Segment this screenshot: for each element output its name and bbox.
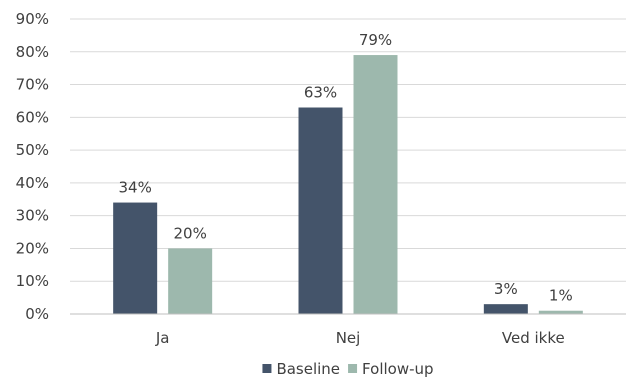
- x-category-label: Nej: [336, 329, 361, 347]
- bars: [113, 55, 583, 315]
- data-label: 3%: [494, 280, 518, 298]
- x-category-label: Ved ikke: [502, 329, 565, 347]
- y-tick-label: 30%: [16, 207, 49, 225]
- y-tick-label: 40%: [16, 174, 49, 192]
- legend-item: Follow-up: [348, 360, 434, 378]
- bar-baseline-ja: [113, 202, 158, 314]
- y-axis-tick-labels: 0% 10% 20% 30% 40% 50% 60% 70% 80% 90%: [16, 10, 49, 323]
- bar-baseline-nej: [298, 107, 343, 314]
- legend-item: Baseline: [262, 360, 340, 378]
- y-tick-label: 0%: [25, 305, 49, 323]
- bar-follow-up-ja: [168, 248, 213, 314]
- legend-swatch: [262, 364, 272, 373]
- data-label: 20%: [173, 224, 206, 242]
- data-label: 1%: [549, 287, 573, 305]
- bar-follow-up-nej: [353, 55, 398, 315]
- legend-label: Follow-up: [362, 360, 434, 378]
- legend-label: Baseline: [276, 360, 340, 378]
- x-category-label: Ja: [155, 329, 170, 347]
- y-tick-label: 60%: [16, 108, 49, 126]
- data-label: 34%: [118, 179, 151, 197]
- y-tick-label: 70%: [16, 76, 49, 94]
- data-label: 63%: [304, 84, 337, 102]
- y-tick-label: 50%: [16, 141, 49, 159]
- gridlines: [70, 18, 626, 282]
- legend: Baseline Follow-up: [262, 360, 434, 378]
- legend-swatch: [348, 364, 358, 373]
- bar-baseline-ved-ikke: [483, 304, 528, 314]
- x-axis: Ja Nej Ved ikke: [70, 313, 626, 347]
- y-tick-label: 90%: [16, 10, 49, 28]
- y-tick-label: 20%: [16, 239, 49, 257]
- data-labels: 34% 20% 63% 79% 3% 1%: [118, 31, 572, 305]
- y-tick-label: 10%: [16, 272, 49, 290]
- y-tick-label: 80%: [16, 43, 49, 61]
- data-label: 79%: [359, 31, 392, 49]
- bar-follow-up-ved-ikke: [538, 310, 583, 314]
